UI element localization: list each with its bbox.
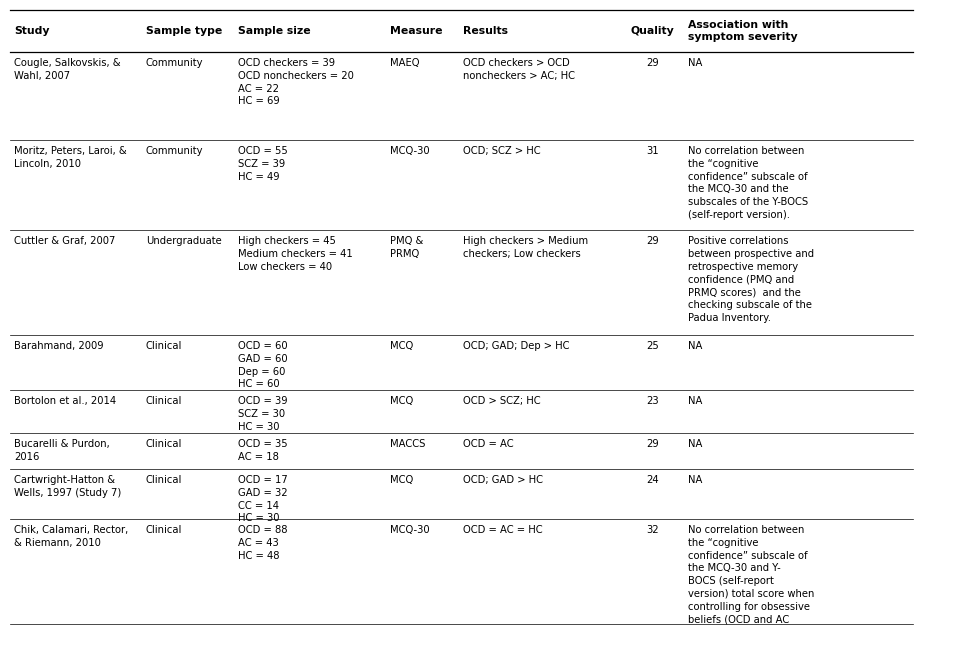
Text: 29: 29	[646, 58, 658, 68]
Text: MCQ: MCQ	[390, 341, 413, 351]
Text: MCQ-30: MCQ-30	[390, 525, 430, 535]
Text: Sample type: Sample type	[146, 26, 222, 36]
Text: Undergraduate: Undergraduate	[146, 236, 222, 246]
Text: OCD = 88
AC = 43
HC = 48: OCD = 88 AC = 43 HC = 48	[238, 525, 288, 561]
Text: MAEQ: MAEQ	[390, 58, 419, 68]
Text: OCD = 55
SCZ = 39
HC = 49: OCD = 55 SCZ = 39 HC = 49	[238, 146, 288, 182]
Text: OCD; SCZ > HC: OCD; SCZ > HC	[463, 146, 541, 156]
Text: Cuttler & Graf, 2007: Cuttler & Graf, 2007	[14, 236, 115, 246]
Text: OCD checkers = 39
OCD noncheckers = 20
AC = 22
HC = 69: OCD checkers = 39 OCD noncheckers = 20 A…	[238, 58, 355, 106]
Text: OCD; GAD > HC: OCD; GAD > HC	[463, 475, 543, 485]
Text: OCD = 35
AC = 18: OCD = 35 AC = 18	[238, 439, 288, 462]
Text: NA: NA	[688, 475, 702, 485]
Text: Clinical: Clinical	[146, 525, 182, 535]
Text: 32: 32	[646, 525, 658, 535]
Text: NA: NA	[688, 341, 702, 351]
Text: Association with
symptom severity: Association with symptom severity	[688, 20, 797, 43]
Text: MCQ-30: MCQ-30	[390, 146, 430, 156]
Text: Sample size: Sample size	[238, 26, 311, 36]
Text: NA: NA	[688, 396, 702, 406]
Text: OCD = AC: OCD = AC	[463, 439, 514, 449]
Text: 29: 29	[646, 439, 658, 449]
Text: Clinical: Clinical	[146, 439, 182, 449]
Text: Clinical: Clinical	[146, 475, 182, 485]
Text: No correlation between
the “cognitive
confidence” subscale of
the MCQ-30 and Y-
: No correlation between the “cognitive co…	[688, 525, 814, 625]
Text: High checkers = 45
Medium checkers = 41
Low checkers = 40: High checkers = 45 Medium checkers = 41 …	[238, 236, 354, 272]
Text: OCD = 17
GAD = 32
CC = 14
HC = 30: OCD = 17 GAD = 32 CC = 14 HC = 30	[238, 475, 288, 523]
Text: OCD = AC = HC: OCD = AC = HC	[463, 525, 543, 535]
Text: 23: 23	[646, 396, 658, 406]
Text: OCD = 39
SCZ = 30
HC = 30: OCD = 39 SCZ = 30 HC = 30	[238, 396, 288, 432]
Text: Moritz, Peters, Laroi, &
Lincoln, 2010: Moritz, Peters, Laroi, & Lincoln, 2010	[14, 146, 126, 169]
Text: MCQ: MCQ	[390, 475, 413, 485]
Text: Measure: Measure	[390, 26, 443, 36]
Text: Study: Study	[14, 26, 49, 36]
Text: 31: 31	[646, 146, 658, 156]
Text: Positive correlations
between prospective and
retrospective memory
confidence (P: Positive correlations between prospectiv…	[688, 236, 814, 323]
Text: Community: Community	[146, 58, 203, 68]
Text: Clinical: Clinical	[146, 396, 182, 406]
Text: Results: Results	[463, 26, 508, 36]
Text: OCD > SCZ; HC: OCD > SCZ; HC	[463, 396, 541, 406]
Text: MACCS: MACCS	[390, 439, 425, 449]
Text: High checkers > Medium
checkers; Low checkers: High checkers > Medium checkers; Low che…	[463, 236, 588, 259]
Text: Bortolon et al., 2014: Bortolon et al., 2014	[14, 396, 116, 406]
Text: Barahmand, 2009: Barahmand, 2009	[14, 341, 104, 351]
Text: Cougle, Salkovskis, &
Wahl, 2007: Cougle, Salkovskis, & Wahl, 2007	[14, 58, 120, 81]
Text: No correlation between
the “cognitive
confidence” subscale of
the MCQ-30 and the: No correlation between the “cognitive co…	[688, 146, 808, 220]
Text: 24: 24	[646, 475, 658, 485]
Text: PMQ &
PRMQ: PMQ & PRMQ	[390, 236, 423, 259]
Text: OCD; GAD; Dep > HC: OCD; GAD; Dep > HC	[463, 341, 570, 351]
Text: Cartwright-Hatton &
Wells, 1997 (Study 7): Cartwright-Hatton & Wells, 1997 (Study 7…	[14, 475, 121, 498]
Text: OCD = 60
GAD = 60
Dep = 60
HC = 60: OCD = 60 GAD = 60 Dep = 60 HC = 60	[238, 341, 288, 390]
Text: 25: 25	[646, 341, 658, 351]
Text: Quality: Quality	[630, 26, 674, 36]
Text: Clinical: Clinical	[146, 341, 182, 351]
Text: NA: NA	[688, 439, 702, 449]
Text: Community: Community	[146, 146, 203, 156]
Text: Bucarelli & Purdon,
2016: Bucarelli & Purdon, 2016	[14, 439, 109, 462]
Text: Chik, Calamari, Rector,
& Riemann, 2010: Chik, Calamari, Rector, & Riemann, 2010	[14, 525, 128, 548]
Text: OCD checkers > OCD
noncheckers > AC; HC: OCD checkers > OCD noncheckers > AC; HC	[463, 58, 575, 81]
Text: NA: NA	[688, 58, 702, 68]
Text: 29: 29	[646, 236, 658, 246]
Text: MCQ: MCQ	[390, 396, 413, 406]
